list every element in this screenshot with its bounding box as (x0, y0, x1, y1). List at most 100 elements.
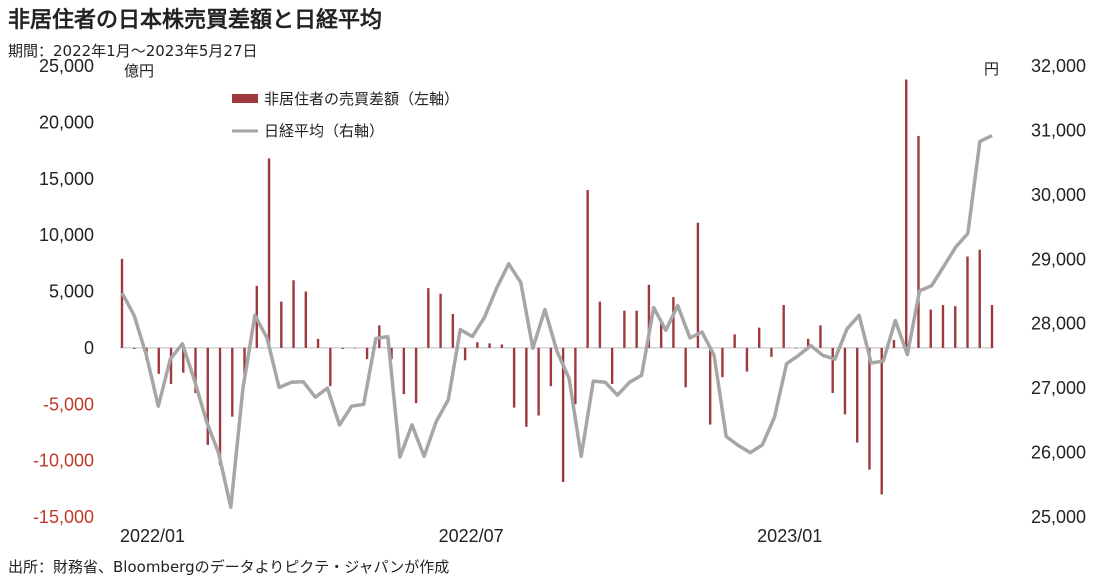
left-tick-label: -5,000 (43, 394, 94, 414)
bar (304, 291, 308, 348)
right-tick-label: 32,000 (1031, 56, 1086, 76)
bar (696, 222, 700, 348)
left-tick-label: 10,000 (39, 225, 94, 245)
right-tick-label: 26,000 (1031, 443, 1086, 463)
bar (880, 347, 883, 495)
bar-series (120, 79, 994, 495)
bar (267, 158, 271, 348)
left-tick-label: -15,000 (33, 507, 94, 527)
bar (721, 347, 724, 378)
bar (525, 347, 528, 427)
bar (120, 258, 124, 348)
right-axis-unit: 円 (984, 60, 999, 78)
bar (819, 325, 822, 348)
right-tick-label: 25,000 (1031, 507, 1086, 527)
bar (905, 79, 908, 348)
left-tick-label: 15,000 (39, 169, 94, 189)
left-tick-label: 0 (84, 338, 94, 358)
bar (427, 288, 430, 348)
right-tick-label: 31,000 (1031, 120, 1086, 140)
bar (463, 347, 467, 361)
bar (206, 347, 209, 445)
bar (635, 310, 638, 348)
legend-line-label: 日経平均（右軸） (264, 122, 384, 140)
bar (133, 347, 136, 350)
legend: 非居住者の売買差額（左軸） 日経平均（右軸） (232, 90, 459, 140)
bar (966, 256, 969, 348)
bar (684, 347, 687, 388)
x-tick-label: 2022/07 (439, 526, 504, 546)
bar (561, 347, 565, 483)
bar (353, 347, 357, 349)
bar (500, 344, 504, 348)
bar (292, 280, 295, 348)
legend-bar-label: 非居住者の売買差額（左軸） (264, 90, 459, 108)
bar (549, 347, 553, 387)
legend-bar-swatch (232, 94, 258, 103)
bar (733, 334, 736, 348)
bar (451, 314, 455, 348)
right-axis-ticks: 32,000 31,000 30,000 29,000 28,000 27,000 26,0… (1031, 56, 1086, 527)
bar (745, 347, 749, 372)
bar (169, 347, 173, 384)
bar (978, 249, 981, 348)
bar (843, 347, 847, 415)
bar (439, 293, 442, 348)
bar (329, 347, 332, 387)
bar (157, 347, 160, 374)
bar (586, 190, 589, 348)
bar (757, 327, 761, 348)
bar (929, 309, 932, 348)
bar (917, 135, 920, 348)
bar (623, 310, 626, 348)
x-tick-label: 2022/01 (120, 526, 185, 546)
bar (316, 338, 320, 348)
bar (402, 347, 406, 395)
bar (941, 305, 945, 348)
bar (280, 301, 283, 348)
bar (659, 319, 663, 348)
bar (990, 305, 994, 348)
left-axis-ticks: 25,000 20,000 15,000 10,000 5,000 0 -5,000 -10,… (33, 56, 94, 527)
bar (231, 347, 234, 417)
left-tick-label: 5,000 (49, 282, 94, 302)
chart-source: 出所：財務省、Bloombergのデータよりピクテ・ジャパンが作成 (8, 558, 450, 576)
bar (892, 339, 896, 348)
chart-period: 期間：2022年1月～2023年5月27日 (8, 42, 258, 60)
bar (218, 347, 222, 466)
bar (182, 347, 185, 373)
bar (856, 347, 859, 443)
right-tick-label: 29,000 (1031, 249, 1086, 269)
bar (390, 347, 393, 360)
bar (868, 347, 871, 470)
bar (512, 347, 516, 408)
bar (782, 305, 785, 348)
bar (194, 347, 197, 393)
bar (806, 338, 810, 348)
right-tick-label: 27,000 (1031, 378, 1086, 398)
x-tick-label: 2023/01 (757, 526, 822, 546)
bar (537, 347, 540, 416)
nikkei-line-series (120, 134, 993, 510)
bar (574, 347, 577, 405)
chart-title: 非居住者の日本株売買差額と日経平均 (8, 8, 383, 33)
left-tick-label: -10,000 (33, 451, 94, 471)
left-tick-label: 25,000 (39, 56, 94, 76)
bar (341, 347, 344, 350)
bar (243, 347, 246, 375)
right-tick-label: 30,000 (1031, 185, 1086, 205)
bar (598, 301, 602, 348)
bar (708, 347, 712, 425)
bar (365, 347, 369, 360)
bar (672, 297, 675, 348)
left-axis-unit: 億円 (124, 62, 154, 80)
bar (954, 306, 957, 348)
right-tick-label: 28,000 (1031, 314, 1086, 334)
bar (831, 347, 834, 393)
bar (414, 347, 418, 404)
bar (647, 284, 651, 348)
bar (488, 343, 491, 348)
bar (794, 347, 798, 349)
bar (476, 342, 479, 348)
